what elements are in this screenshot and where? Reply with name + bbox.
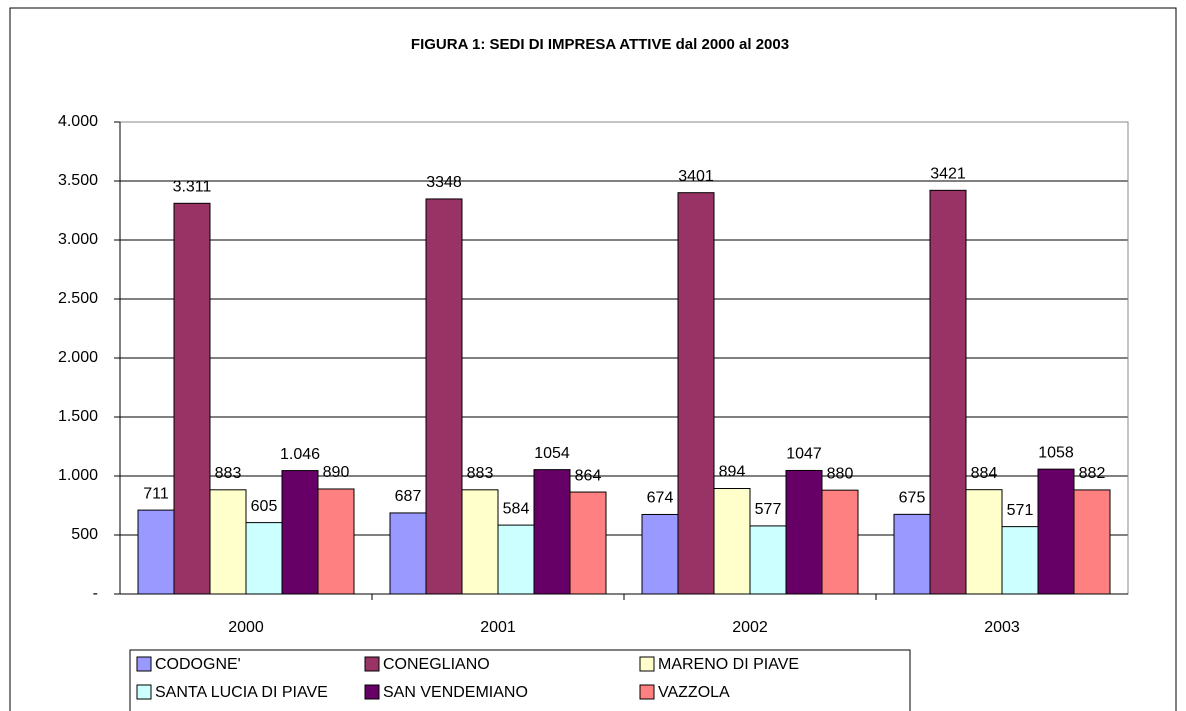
bar <box>317 488 355 595</box>
data-label: 584 <box>503 500 530 517</box>
bar <box>821 489 859 595</box>
legend-label: MARENO DI PIAVE <box>658 656 799 673</box>
data-label: 882 <box>1079 465 1106 482</box>
data-label: 894 <box>719 464 746 481</box>
bar <box>893 513 931 595</box>
bar <box>137 509 175 595</box>
data-label: 890 <box>323 464 350 481</box>
data-label: 577 <box>755 501 782 518</box>
data-label: 1.046 <box>280 446 320 463</box>
data-label: 571 <box>1007 502 1034 519</box>
y-tick-label: 3.000 <box>58 231 98 248</box>
y-tick-label: 3.500 <box>58 172 98 189</box>
y-tick-label: 2.500 <box>58 290 98 307</box>
data-label: 711 <box>143 485 169 502</box>
data-label: 1054 <box>534 445 570 462</box>
bar <box>425 198 463 595</box>
data-label: 880 <box>827 465 854 482</box>
legend-label: SANTA LUCIA DI PIAVE <box>155 684 328 701</box>
x-tick-label: 2001 <box>480 619 516 636</box>
bar <box>245 522 283 595</box>
bar <box>569 491 607 595</box>
y-tick-label: 1.500 <box>58 408 98 425</box>
data-label: 883 <box>467 465 494 482</box>
data-label: 605 <box>251 498 278 515</box>
x-tick-label: 2002 <box>732 619 768 636</box>
data-label: 3348 <box>426 174 462 191</box>
bar <box>497 524 535 595</box>
legend-swatch <box>639 656 655 672</box>
data-label: 674 <box>647 490 674 507</box>
legend-label: CODOGNE' <box>155 656 241 673</box>
legend-swatch <box>364 656 380 672</box>
legend-swatch <box>136 684 152 700</box>
bar <box>749 525 787 595</box>
bar <box>209 489 247 595</box>
bar <box>281 470 319 595</box>
bar <box>389 512 427 595</box>
data-label: 864 <box>575 467 602 484</box>
bar <box>785 469 823 595</box>
legend-swatch <box>364 684 380 700</box>
legend-label: VAZZOLA <box>658 684 730 701</box>
y-tick-label: 2.000 <box>58 349 98 366</box>
bar <box>929 189 967 595</box>
y-tick-label: - <box>93 585 98 602</box>
data-label: 3401 <box>678 168 714 185</box>
bar <box>1073 489 1111 595</box>
bar <box>461 489 499 595</box>
y-tick-label: 500 <box>71 526 98 543</box>
legend-label: SAN VENDEMIANO <box>383 684 528 701</box>
bar <box>713 488 751 595</box>
legend-label: CONEGLIANO <box>383 656 490 673</box>
legend-box <box>129 649 911 711</box>
chart-title: FIGURA 1: SEDI DI IMPRESA ATTIVE dal 200… <box>411 36 789 53</box>
data-label: 1047 <box>786 446 822 463</box>
data-label: 883 <box>215 465 242 482</box>
x-tick-label: 2003 <box>984 619 1020 636</box>
y-tick-label: 1.000 <box>58 467 98 484</box>
data-label: 675 <box>899 490 926 507</box>
bar <box>1001 526 1039 595</box>
bar <box>533 469 571 595</box>
bar <box>641 513 679 595</box>
data-label: 3.311 <box>173 179 212 196</box>
bar <box>173 202 211 595</box>
bar <box>965 489 1003 595</box>
y-tick-label: 4.000 <box>58 113 98 130</box>
legend-swatch <box>136 656 152 672</box>
data-label: 884 <box>971 465 998 482</box>
data-label: 687 <box>395 488 422 505</box>
bar <box>1037 468 1075 595</box>
data-label: 3421 <box>930 166 966 183</box>
data-label: 1058 <box>1038 444 1074 461</box>
bar <box>677 192 715 595</box>
legend-swatch <box>639 684 655 700</box>
x-tick-label: 2000 <box>228 619 264 636</box>
